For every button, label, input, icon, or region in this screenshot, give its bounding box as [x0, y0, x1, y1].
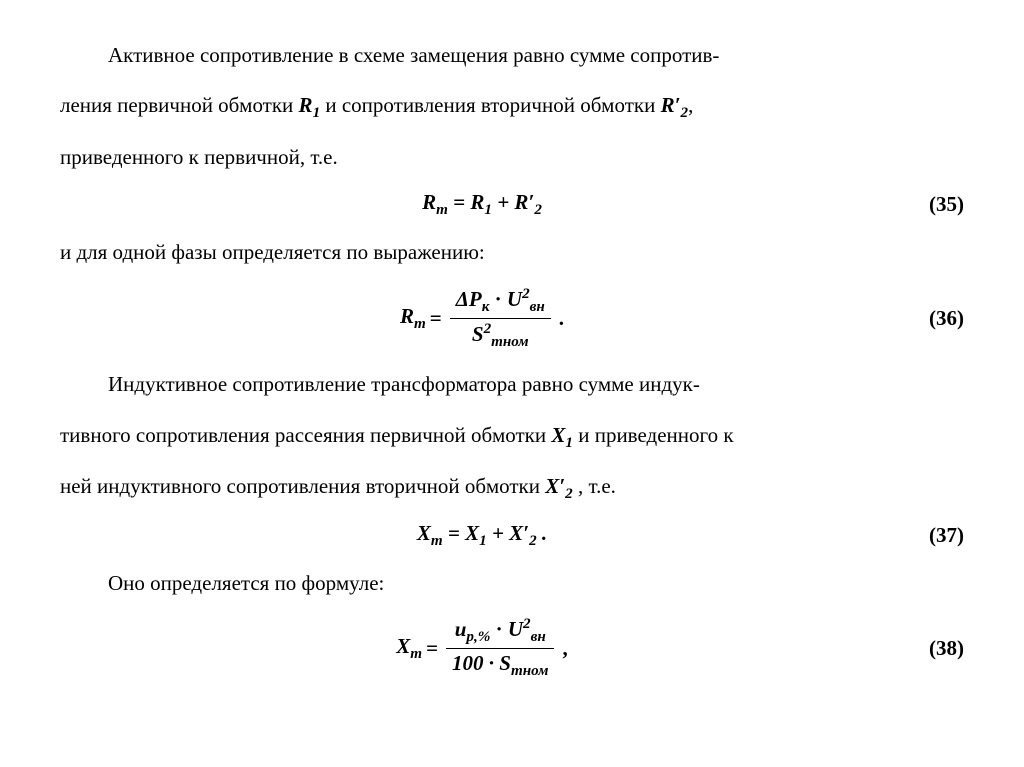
equation-37-row: Xm = X1 + X′2 . (37): [60, 521, 964, 550]
eq36-S-sym: S: [472, 322, 484, 346]
p1-text-a: Активное сопротивление в схеме замещения…: [108, 43, 719, 67]
p2-text: и для одной фазы определяется по выражен…: [60, 240, 485, 264]
paragraph-1b: ления первичной обмотки R1 и сопротивлен…: [60, 80, 964, 131]
paragraph-3b: тивного сопротивления рассеяния первично…: [60, 410, 964, 461]
eq38-U-sym: U: [508, 617, 523, 641]
X2p-sub: 2: [565, 486, 573, 502]
p1-text-d: ,: [688, 93, 693, 117]
p1-text-e: приведенного к первичной, т.е.: [60, 145, 338, 169]
eq37-lhs-sub: m: [431, 533, 443, 549]
X2p-sym: X′: [545, 474, 565, 498]
equation-37-number: (37): [904, 523, 964, 548]
X1-sym: X: [551, 423, 565, 447]
eq36-S-sup: 2: [484, 321, 492, 337]
eq36-dot: ·: [489, 287, 507, 311]
eq35-lhs-sym: R: [422, 190, 436, 214]
eq36-lhs-sub: m: [414, 316, 426, 332]
eq38-u-sym: u: [455, 617, 467, 641]
eq35-r2-sym: R′: [514, 190, 534, 214]
eq36-fraction: ΔPк · U2вн S2mном: [450, 286, 551, 351]
equation-35-number: (35): [904, 192, 964, 217]
eq38-lhs-sym: X: [396, 634, 410, 658]
eq36-lhs-sym: R: [400, 304, 414, 328]
eq36-equals: =: [430, 306, 442, 331]
eq38-S-sym: S: [499, 651, 511, 675]
eq35-plus: +: [492, 190, 514, 214]
X1-sub: 1: [565, 435, 573, 451]
eq36-U-sub: вн: [530, 299, 545, 315]
equation-36-row: Rm = ΔPк · U2вн S2mном . (36): [60, 286, 964, 351]
eq35-r2-sub: 2: [534, 202, 542, 218]
eq36-U-sup: 2: [522, 286, 530, 302]
equation-35: Rm = R1 + R′2: [60, 190, 904, 219]
paragraph-3c: ней индуктивного сопротивления вторичной…: [60, 461, 964, 512]
eq36-U-sym: U: [507, 287, 522, 311]
p1-text-b: ления первичной обмотки: [60, 93, 299, 117]
eq38-dot: ·: [490, 617, 508, 641]
page-body: Активное сопротивление в схеме замещения…: [0, 0, 1024, 719]
R1-sym: R: [299, 93, 313, 117]
eq36-dP-sym: ΔP: [456, 287, 482, 311]
eq37-tail: .: [537, 521, 548, 545]
eq38-100: 100 ·: [452, 651, 499, 675]
symbol-X2prime: X′2: [545, 474, 572, 498]
eq38-S-sub: mном: [511, 664, 548, 680]
equation-38-number: (38): [904, 636, 964, 661]
R1-sub: 1: [313, 106, 321, 122]
equation-37: Xm = X1 + X′2 .: [60, 521, 904, 550]
equation-36: Rm = ΔPк · U2вн S2mном .: [60, 286, 904, 351]
paragraph-2: и для одной фазы определяется по выражен…: [60, 227, 964, 277]
paragraph-1: Активное сопротивление в схеме замещения…: [60, 30, 964, 80]
eq38-lhs-sub: m: [410, 646, 422, 662]
equation-38-row: Xm = uр,% · U2вн 100 · Smном , (38): [60, 616, 964, 680]
eq37-lhs-sym: X: [417, 521, 431, 545]
paragraph-1c: приведенного к первичной, т.е.: [60, 132, 964, 182]
p3-text-a: Индуктивное сопротивление трансформатора…: [108, 372, 700, 396]
equation-35-row: Rm = R1 + R′2 (35): [60, 190, 964, 219]
paragraph-4: Оно определяется по формуле:: [60, 558, 964, 608]
p3-text-d: ней индуктивного сопротивления вторичной…: [60, 474, 545, 498]
eq38-equals: =: [426, 636, 438, 661]
eq35-equals: =: [448, 190, 470, 214]
eq37-x2-sub: 2: [529, 533, 537, 549]
eq38-fraction: uр,% · U2вн 100 · Smном: [446, 616, 554, 680]
p3-text-c: и приведенного к: [573, 423, 734, 447]
R2p-sub: 2: [681, 106, 689, 122]
R2p-sym: R′: [661, 93, 681, 117]
p4-text: Оно определяется по формуле:: [108, 571, 384, 595]
eq37-equals: =: [443, 521, 465, 545]
eq37-x2-sym: X′: [509, 521, 529, 545]
eq36-S-sub: mном: [491, 334, 528, 350]
p3-text-e: , т.е.: [573, 474, 616, 498]
p1-text-c: и сопротивления вторичной обмотки: [320, 93, 660, 117]
symbol-R2prime: R′2: [661, 93, 688, 117]
p3-text-b: тивного сопротивления рассеяния первично…: [60, 423, 551, 447]
eq38-tail: ,: [562, 636, 567, 661]
eq37-x1-sub: 1: [479, 533, 487, 549]
eq35-lhs-sub: m: [436, 202, 448, 218]
paragraph-3a: Индуктивное сопротивление трансформатора…: [60, 359, 964, 409]
equation-38: Xm = uр,% · U2вн 100 · Smном ,: [60, 616, 904, 680]
eq38-U-sup: 2: [523, 616, 531, 632]
equation-36-number: (36): [904, 306, 964, 331]
eq35-r1-sym: R: [470, 190, 484, 214]
eq35-r1-sub: 1: [484, 202, 492, 218]
eq37-x1-sym: X: [465, 521, 479, 545]
eq36-tail: .: [559, 306, 564, 331]
eq38-U-sub: вн: [531, 629, 546, 645]
symbol-X1: X1: [551, 423, 573, 447]
eq37-plus: +: [487, 521, 509, 545]
symbol-R1: R1: [299, 93, 321, 117]
eq38-u-sub: р,%: [466, 629, 490, 645]
